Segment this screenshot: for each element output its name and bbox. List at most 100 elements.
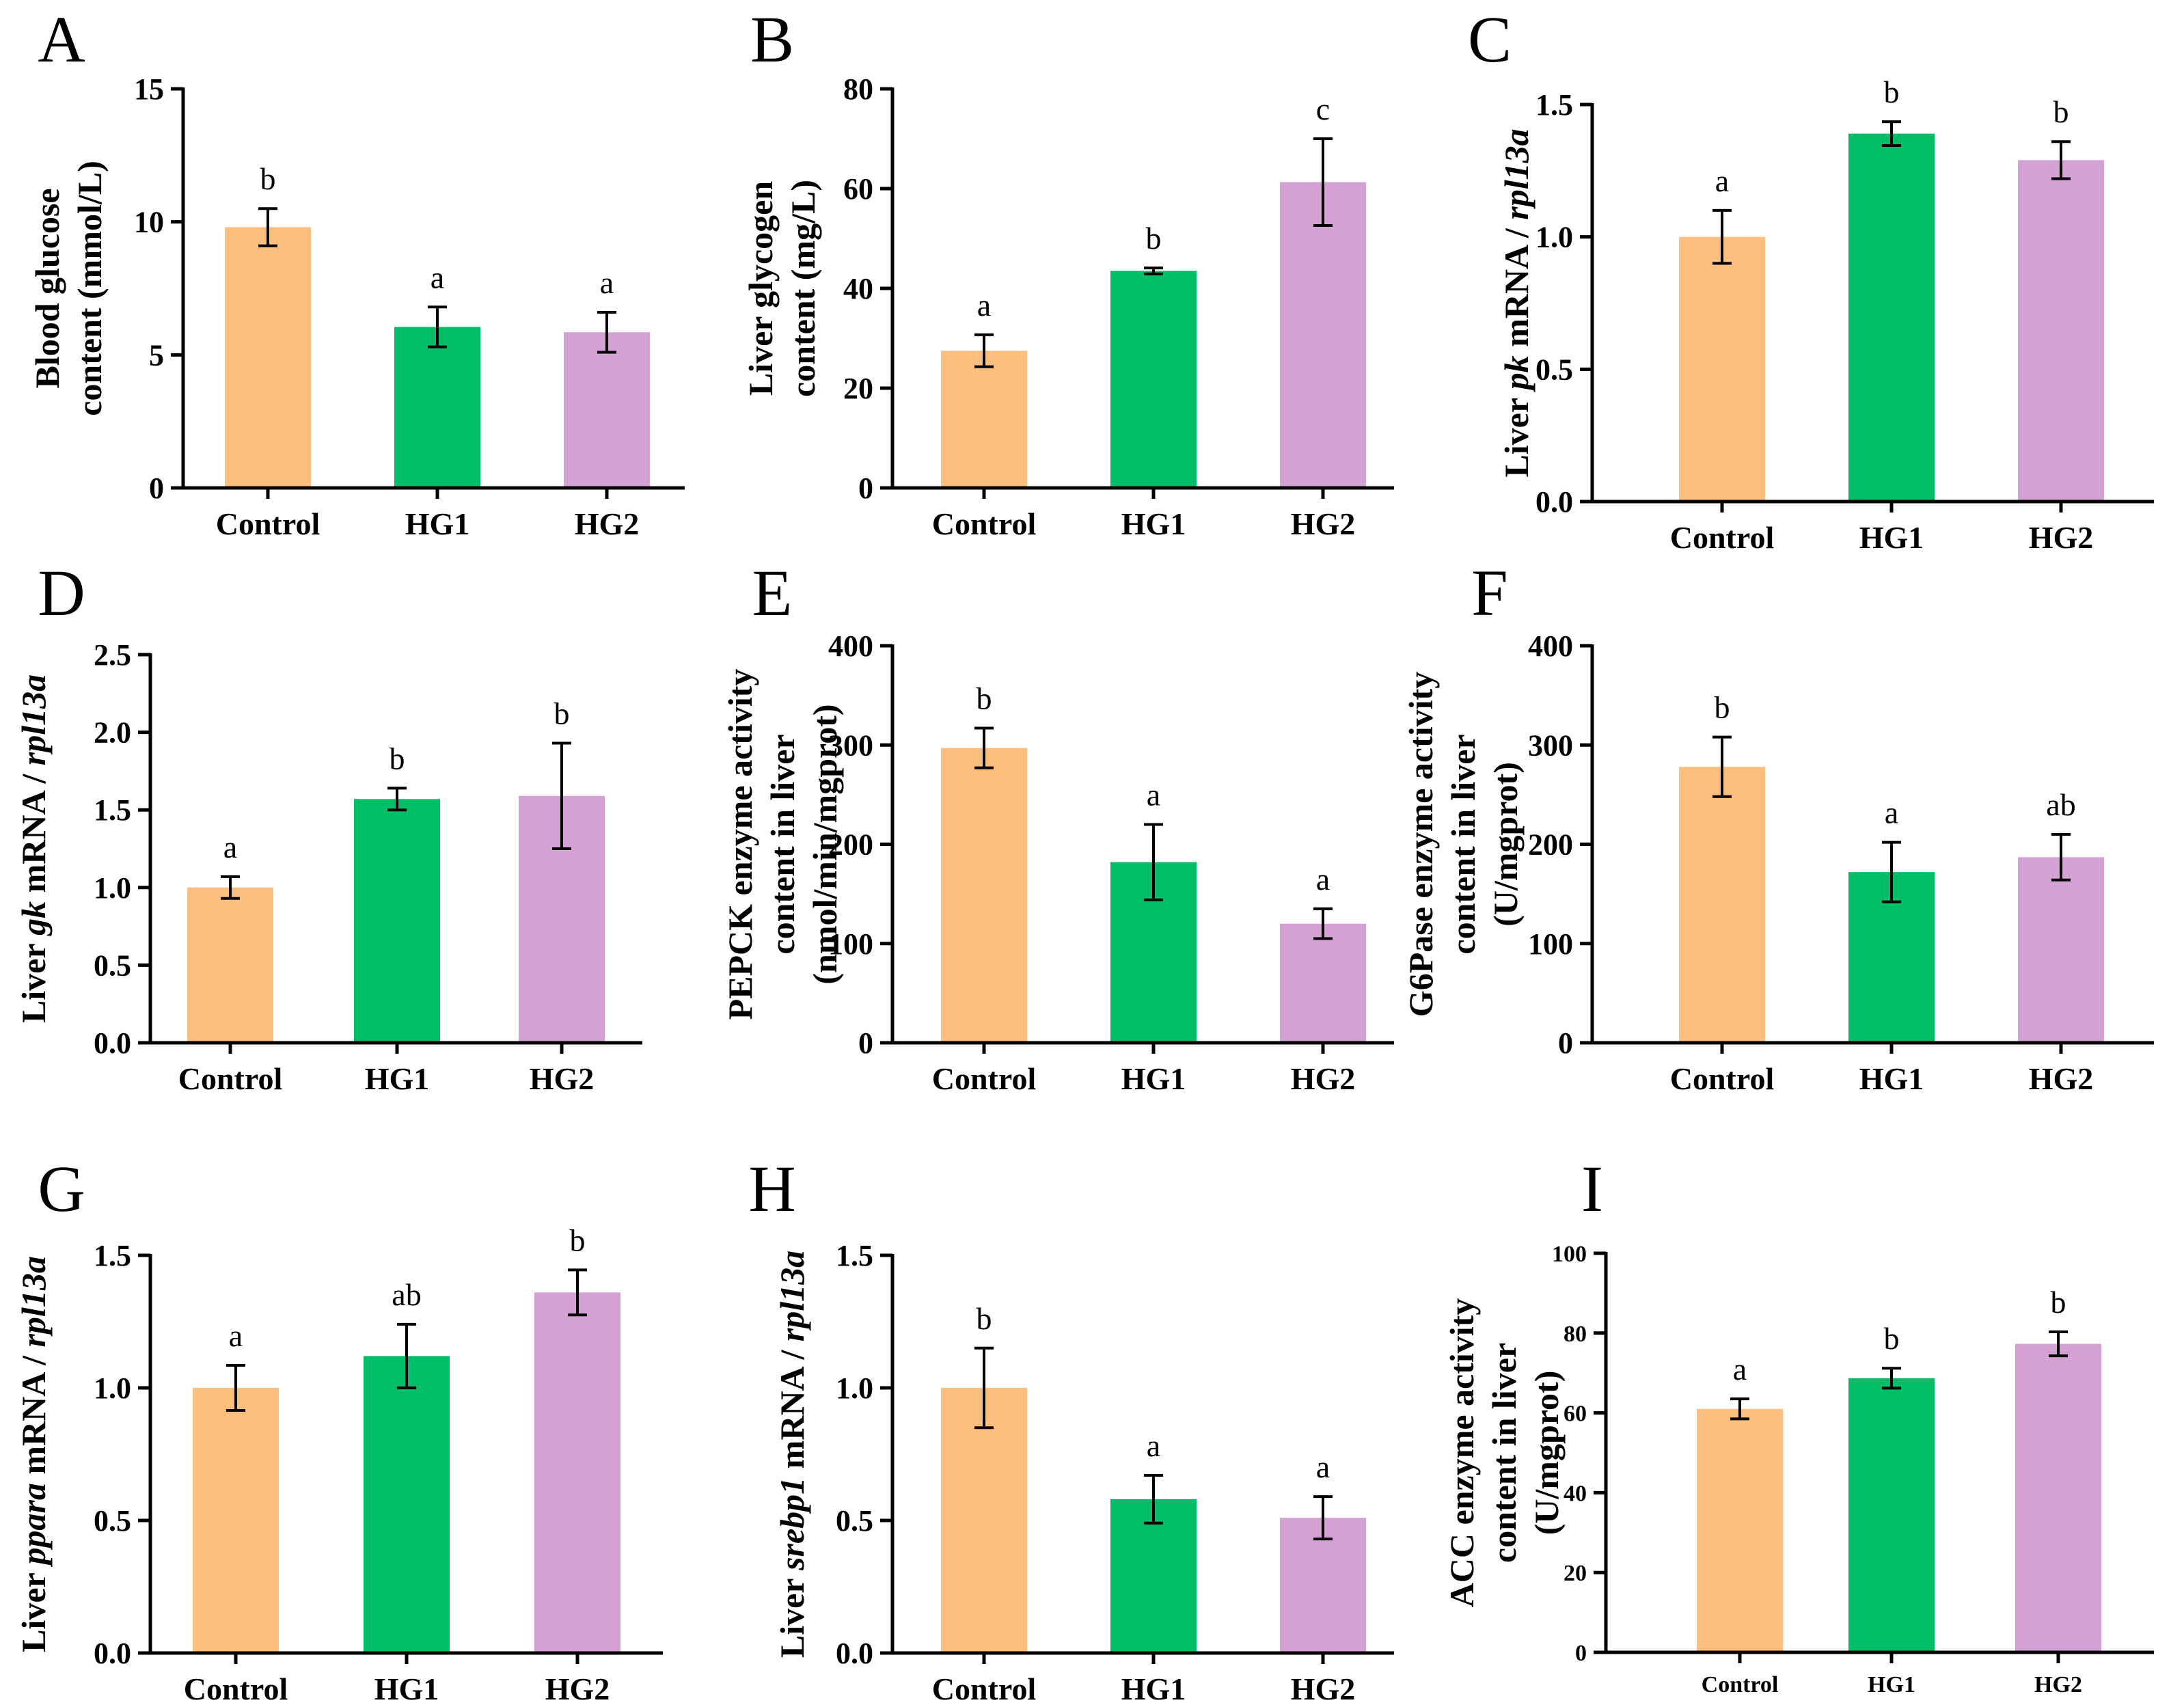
x-category-label: Control: [1670, 1061, 1775, 1096]
x-category-label: HG2: [2029, 520, 2094, 555]
bar-control: [1679, 767, 1765, 1043]
y-tick-label: 200: [828, 828, 873, 862]
bar-hg1: [354, 799, 440, 1043]
bar-control: [193, 1388, 279, 1653]
x-category-label: HG2: [2034, 1672, 2082, 1697]
bar-hg1: [364, 1356, 450, 1653]
y-axis-label: (nmol/min/mgprot): [806, 704, 844, 984]
y-tick-label: 300: [1528, 728, 1573, 762]
significance-label: b: [554, 696, 570, 731]
y-tick-label: 300: [828, 728, 873, 762]
y-axis-label: content in liver: [1444, 734, 1482, 954]
panel-letter: I: [1581, 1152, 1603, 1225]
x-category-label: HG1: [1868, 1672, 1915, 1697]
y-tick-label: 0.0: [94, 1637, 131, 1670]
x-category-label: Control: [184, 1671, 288, 1706]
bar-hg2: [1280, 923, 1366, 1043]
bar-control: [187, 887, 273, 1043]
error-bar: [974, 1346, 994, 1430]
y-axis-label: Blood glucose: [28, 188, 66, 388]
error-bar: [1730, 1397, 1749, 1421]
error-bar: [1712, 208, 1732, 265]
bar-hg1: [1848, 133, 1935, 502]
significance-label: b: [1884, 74, 1900, 109]
error-bar: [974, 333, 994, 368]
y-axis-label: (U/mgprot): [1527, 1371, 1566, 1535]
bar-hg1: [1848, 1378, 1935, 1652]
y-tick-label: 100: [1528, 927, 1573, 961]
y-tick-label: 1.5: [1535, 88, 1573, 122]
significance-label: b: [2051, 1285, 2066, 1320]
error-bar: [974, 726, 994, 769]
panel-e: Eb a a 0 100 200 300 400 Control HG1 HG2 PEPCK enzy…: [721, 556, 1394, 1096]
y-tick-label: 60: [843, 172, 873, 206]
x-category-label: Control: [216, 506, 320, 541]
y-axis-label: Liver ppara mRNA / rpl13a: [14, 1256, 53, 1652]
significance-label: a: [1733, 1352, 1747, 1387]
panel-letter: D: [38, 556, 85, 629]
y-tick-label: 0: [1575, 1641, 1587, 1666]
significance-label: a: [977, 288, 991, 323]
x-category-label: Control: [932, 1061, 1037, 1096]
y-tick-label: 2.5: [94, 638, 131, 672]
y-tick-label: 40: [1564, 1481, 1587, 1506]
panel-letter: E: [752, 556, 793, 629]
significance-label: b: [977, 681, 992, 716]
x-category-label: HG2: [530, 1061, 595, 1096]
y-axis-label: PEPCK enzyme activity: [721, 669, 759, 1020]
bar-control: [225, 227, 311, 488]
significance-label: b: [1884, 1321, 1900, 1356]
y-axis-label: Liver pk mRNA / rpl13a: [1497, 128, 1535, 477]
x-category-label: Control: [178, 1061, 283, 1096]
significance-label: a: [1715, 163, 1729, 198]
error-bar: [597, 311, 616, 354]
error-bar: [1144, 267, 1163, 275]
bar-hg1: [1110, 1499, 1197, 1653]
y-tick-label: 20: [843, 372, 873, 405]
error-bar: [568, 1268, 587, 1317]
y-tick-label: 200: [1528, 828, 1573, 862]
panel-letter: H: [748, 1152, 795, 1225]
error-bar: [258, 207, 277, 247]
y-tick-label: 80: [1564, 1322, 1587, 1347]
x-category-label: Control: [1670, 520, 1775, 555]
y-axis-label: Liver gk mRNA / rpl13a: [14, 674, 53, 1023]
y-tick-label: 100: [828, 927, 873, 961]
bar-hg1: [394, 327, 480, 488]
y-tick-label: 0: [1558, 1026, 1573, 1060]
error-bar: [428, 305, 447, 349]
bar-hg2: [1280, 182, 1366, 488]
bar-hg2: [2018, 857, 2104, 1043]
panel-letter: C: [1468, 3, 1512, 76]
significance-label: a: [229, 1318, 243, 1353]
significance-label: a: [1147, 777, 1160, 812]
panel-g: Ga ab b 0.0 0.5 1.0 1.5 Control HG1 HG2 Liver ppar…: [14, 1152, 663, 1706]
significance-label: b: [260, 161, 276, 196]
y-tick-label: 40: [843, 272, 873, 305]
significance-label: b: [977, 1301, 992, 1336]
error-bar: [1144, 823, 1163, 901]
y-axis-label: content (mg/L): [784, 180, 822, 397]
error-bar: [387, 787, 407, 812]
y-tick-label: 0: [858, 1026, 873, 1060]
bar-control: [1697, 1408, 1783, 1652]
y-tick-label: 400: [828, 629, 873, 663]
significance-label: b: [390, 741, 405, 776]
significance-label: a: [1316, 1449, 1330, 1484]
panel-letter: A: [38, 3, 85, 76]
significance-label: a: [431, 260, 444, 295]
error-bar: [1313, 137, 1333, 228]
y-axis-label: (U/mgprot): [1486, 762, 1525, 927]
y-tick-label: 1.0: [94, 871, 131, 905]
y-tick-label: 1.0: [94, 1371, 131, 1405]
panel-b: Ba b c 0 20 40 60 80 Control HG1 HG2 Liver glycogen…: [741, 3, 1394, 541]
y-tick-label: 0: [858, 472, 873, 505]
error-bar: [552, 741, 571, 850]
bar-control: [941, 748, 1027, 1043]
y-tick-label: 0.5: [1535, 353, 1573, 386]
y-tick-label: 100: [1552, 1242, 1587, 1267]
y-tick-label: 0.5: [94, 948, 131, 982]
bar-hg2: [2018, 160, 2104, 502]
error-bar: [1882, 1367, 1901, 1390]
